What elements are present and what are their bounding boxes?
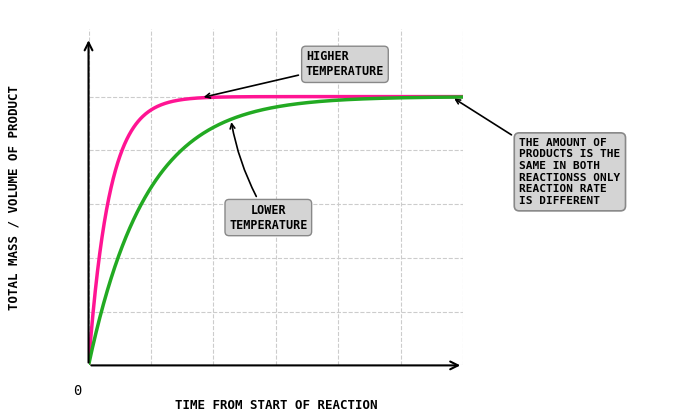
Text: THE AMOUNT OF
PRODUCTS IS THE
SAME IN BOTH
REACTIONSS ONLY
REACTION RATE
IS DIFF: THE AMOUNT OF PRODUCTS IS THE SAME IN BO… <box>456 100 620 206</box>
Text: TOTAL MASS / VOLUME OF PRODUCT: TOTAL MASS / VOLUME OF PRODUCT <box>7 85 20 310</box>
Text: HIGHER
TEMPERATURE: HIGHER TEMPERATURE <box>206 50 384 98</box>
Text: LOWER
TEMPERATURE: LOWER TEMPERATURE <box>229 124 308 231</box>
Text: 0: 0 <box>73 384 82 398</box>
Text: TIME FROM START OF REACTION: TIME FROM START OF REACTION <box>174 399 377 412</box>
